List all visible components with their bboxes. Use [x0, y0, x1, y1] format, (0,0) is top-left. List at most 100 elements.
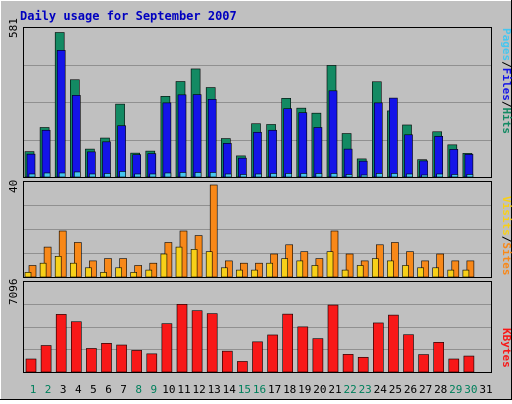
bar-files: [343, 148, 353, 178]
bar-kbytes: [86, 348, 97, 373]
legend-sep-3: /: [500, 236, 512, 243]
bar-sites: [466, 260, 475, 278]
bar-visits: [145, 269, 153, 278]
x-tick-label: 1: [30, 383, 37, 396]
bar-files: [238, 157, 247, 178]
x-tick-label: 3: [60, 383, 67, 396]
x-tick-label: 28: [434, 383, 447, 396]
x-tick-label: 30: [464, 383, 477, 396]
bar-files: [26, 153, 36, 178]
x-tick-label: 24: [374, 383, 388, 396]
bar-kbytes: [116, 344, 127, 373]
bar-files: [132, 154, 141, 178]
bar-visits: [205, 251, 213, 278]
y-max-label-visits: 40: [7, 180, 20, 193]
bar-files: [102, 141, 111, 178]
panel-frame-2: [23, 181, 492, 278]
bar-kbytes: [237, 361, 248, 373]
panel-frame-3: [23, 281, 492, 373]
x-tick-label: 9: [150, 383, 157, 396]
bar-kbytes: [101, 343, 112, 373]
bar-visits: [85, 267, 92, 278]
bar-files: [162, 102, 172, 178]
svg-text:Pages/Files/Hits: Pages/Files/Hits: [500, 28, 512, 134]
x-tick-label: 4: [75, 383, 82, 396]
legend-pages: Pages: [500, 28, 512, 61]
x-tick-label: 6: [105, 383, 112, 396]
bar-visits: [371, 258, 379, 278]
legend-files: Files: [500, 68, 512, 101]
bar-pages: [179, 172, 187, 178]
legend-sep-2: /: [500, 101, 512, 108]
bar-pages: [194, 172, 202, 178]
legend-visits: Visits: [500, 196, 512, 236]
svg-text:Visits/Sites: Visits/Sites: [500, 196, 512, 276]
x-tick-label: 5: [90, 383, 97, 396]
bar-pages: [300, 173, 308, 178]
x-tick-label: 21: [328, 383, 341, 396]
bar-sites: [451, 260, 460, 278]
bar-visits: [387, 260, 394, 278]
bar-files: [419, 160, 428, 178]
x-tick-label: 19: [298, 383, 311, 396]
bar-visits: [356, 265, 364, 278]
bar-visits: [311, 265, 319, 278]
bar-pages: [149, 173, 157, 178]
bar-files: [389, 97, 398, 178]
bar-kbytes: [357, 356, 369, 373]
bar-pages: [436, 173, 444, 178]
bar-files: [87, 151, 96, 178]
bar-pages: [240, 174, 247, 178]
bar-visits: [251, 269, 258, 278]
bar-pages: [119, 171, 126, 178]
bar-kbytes: [40, 345, 52, 373]
bar-kbytes: [161, 323, 173, 373]
x-tick-label: 17: [268, 383, 281, 396]
bar-files: [117, 125, 126, 178]
x-tick-label: 16: [253, 383, 266, 396]
bar-pages: [58, 172, 66, 178]
bar-visits: [221, 267, 228, 278]
x-tick-label: 18: [283, 383, 296, 396]
bar-visits: [100, 272, 107, 278]
bar-files: [464, 154, 474, 178]
bar-visits: [236, 269, 243, 278]
bar-files: [72, 95, 81, 178]
x-tick-label: 13: [208, 383, 221, 396]
bars-visits-sites: [24, 184, 475, 278]
panel-frames: [23, 27, 492, 373]
legend-kbytes-group: KBytes: [500, 328, 512, 368]
bar-pages: [74, 171, 81, 178]
bar-sites: [436, 253, 445, 278]
bars-kbytes: [25, 304, 475, 373]
x-tick-label: 31: [479, 383, 492, 396]
bar-pages: [406, 173, 413, 178]
x-tick-label: 11: [177, 383, 190, 396]
bar-sites: [134, 265, 142, 278]
bar-pages: [360, 174, 368, 178]
bar-visits: [160, 253, 168, 278]
x-tick-label: 7: [120, 383, 127, 396]
bar-visits: [341, 269, 349, 278]
bar-pages: [209, 172, 217, 178]
legend-sep-1: /: [500, 61, 512, 68]
bar-files: [283, 108, 293, 178]
panel-frame-1: [23, 27, 492, 178]
x-tick-label: 14: [223, 383, 237, 396]
bar-pages: [43, 172, 51, 178]
bar-pages: [421, 174, 428, 178]
bar-visits: [130, 272, 137, 278]
bar-kbytes: [282, 313, 294, 373]
bar-visits: [54, 255, 62, 278]
bar-kbytes: [131, 350, 142, 373]
bar-pages: [104, 173, 111, 178]
bar-visits: [462, 269, 470, 278]
x-tick-label: 29: [449, 383, 462, 396]
bars-pages-files-hits: [24, 32, 474, 178]
bar-files: [207, 99, 217, 178]
bar-kbytes: [206, 313, 218, 373]
bar-sites: [28, 265, 37, 278]
bar-kbytes: [25, 358, 37, 373]
